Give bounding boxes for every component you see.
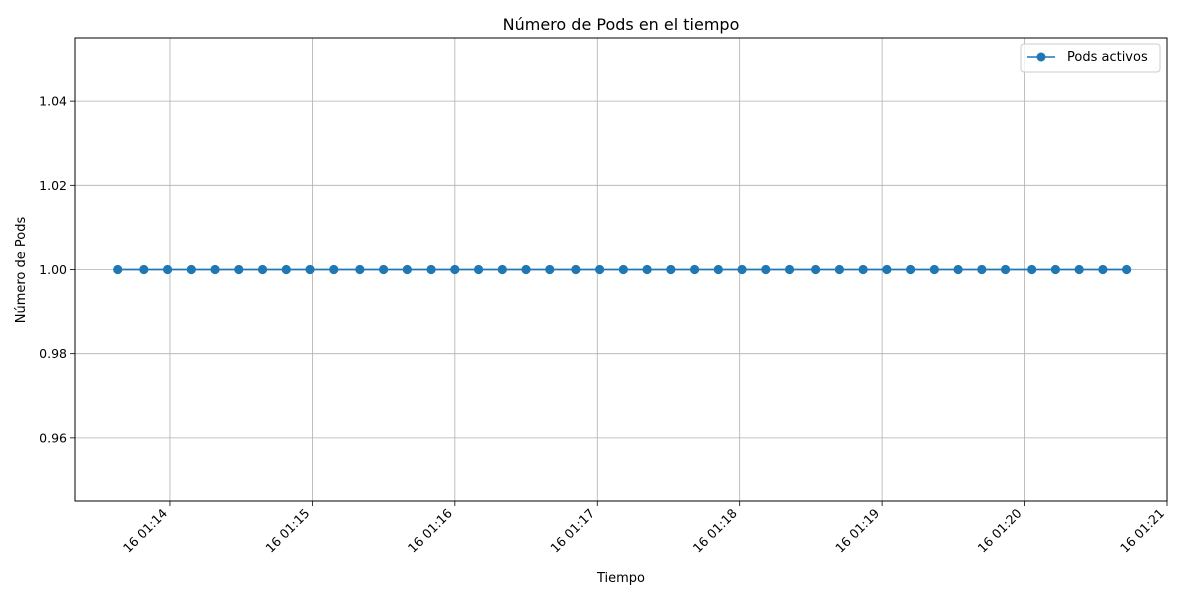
data-point bbox=[473, 264, 484, 275]
data-point bbox=[497, 264, 507, 275]
data-point bbox=[666, 264, 676, 275]
data-point bbox=[689, 264, 700, 275]
data-point bbox=[811, 264, 821, 275]
data-point bbox=[450, 264, 460, 275]
y-tick-label: 1.00 bbox=[39, 262, 67, 277]
series-layer bbox=[113, 264, 1132, 275]
data-point bbox=[713, 264, 723, 275]
data-point bbox=[618, 264, 628, 275]
data-point bbox=[1027, 264, 1037, 275]
data-point bbox=[1000, 264, 1011, 275]
data-point bbox=[953, 264, 963, 275]
data-point bbox=[234, 264, 244, 275]
y-tick-label: 0.96 bbox=[39, 430, 67, 445]
data-point bbox=[642, 264, 652, 275]
data-point bbox=[210, 264, 220, 275]
data-point bbox=[784, 264, 795, 275]
legend-marker-swatch bbox=[1036, 52, 1046, 62]
data-point bbox=[1098, 264, 1108, 275]
data-point bbox=[906, 264, 916, 275]
y-tick-label: 0.98 bbox=[39, 346, 67, 361]
data-point bbox=[595, 264, 605, 275]
x-axis-label: Tiempo bbox=[596, 571, 645, 586]
data-point bbox=[571, 264, 581, 275]
legend-box bbox=[1020, 43, 1161, 73]
y-axis: 0.96 0.98 1.00 1.02 1.04 bbox=[39, 94, 75, 445]
data-point bbox=[305, 264, 315, 275]
y-axis-label: Número de Pods bbox=[14, 217, 29, 324]
data-point bbox=[139, 264, 149, 275]
data-point bbox=[329, 264, 339, 275]
data-point bbox=[737, 264, 747, 275]
data-point bbox=[1050, 264, 1061, 275]
data-point bbox=[355, 264, 365, 275]
y-tick-label: 1.02 bbox=[39, 178, 67, 193]
data-point bbox=[186, 264, 196, 275]
data-point bbox=[281, 264, 291, 275]
data-point bbox=[402, 264, 412, 275]
data-point bbox=[858, 264, 868, 275]
data-point bbox=[379, 264, 389, 275]
legend-entry-pods-activos: Pods activos bbox=[1067, 50, 1148, 65]
data-point bbox=[977, 264, 987, 275]
legend: Pods activos bbox=[1020, 43, 1161, 73]
data-point bbox=[426, 264, 436, 275]
chart-title: Número de Pods en el tiempo bbox=[503, 15, 740, 34]
data-point bbox=[882, 264, 892, 275]
y-tick-label: 1.04 bbox=[39, 94, 67, 109]
data-point bbox=[1122, 264, 1132, 275]
data-point bbox=[162, 264, 173, 275]
data-point bbox=[929, 264, 939, 275]
data-point bbox=[113, 264, 123, 275]
data-point bbox=[545, 264, 555, 275]
data-point bbox=[761, 264, 771, 275]
data-point bbox=[1074, 264, 1084, 275]
data-point bbox=[834, 264, 845, 275]
data-point bbox=[521, 264, 531, 275]
data-point bbox=[257, 264, 268, 275]
